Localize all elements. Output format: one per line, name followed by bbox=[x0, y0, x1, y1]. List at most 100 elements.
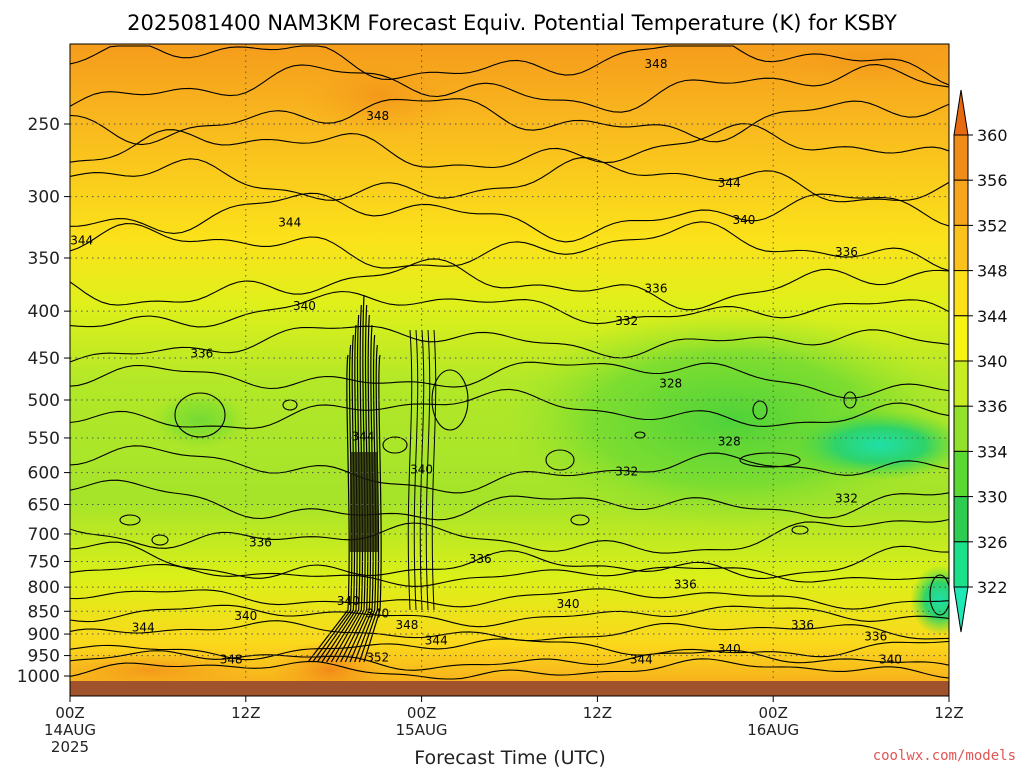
contour-label: 352 bbox=[366, 651, 389, 665]
contour-oval bbox=[570, 514, 590, 526]
y-tick-label: 550 bbox=[28, 429, 60, 449]
y-tick-label: 250 bbox=[28, 115, 60, 135]
contour-oval bbox=[752, 400, 768, 420]
colorbar-label: 330 bbox=[977, 488, 1008, 507]
credit-text: coolwx.com/models bbox=[873, 748, 1016, 764]
contour-label: 340 bbox=[732, 213, 755, 227]
contour-line bbox=[70, 604, 949, 628]
contour-label: 348 bbox=[645, 57, 668, 71]
y-tick-label: 850 bbox=[28, 602, 60, 622]
x-tick-label: 00Z bbox=[55, 704, 84, 722]
contour-line bbox=[70, 221, 949, 272]
chart-title: 2025081400 NAM3KM Forecast Equiv. Potent… bbox=[127, 11, 897, 35]
colorbar-label: 352 bbox=[977, 216, 1008, 235]
contour-line bbox=[70, 290, 949, 328]
contour-label: 336 bbox=[190, 347, 213, 361]
contour-label: 344 bbox=[132, 620, 155, 634]
contour-labels: 348 348 344 344 344 340 340 336 336 336 332 328 328 3… bbox=[70, 57, 902, 667]
contour-line bbox=[431, 329, 437, 611]
colorbar-segment bbox=[953, 360, 969, 407]
colorbar: 360 356 352 348 344 340 336 334 330 326 322 bbox=[953, 89, 1008, 633]
contour-line bbox=[70, 658, 949, 680]
colorbar-segment bbox=[953, 541, 969, 588]
contour-oval bbox=[382, 436, 408, 454]
contour-label: 340 bbox=[366, 607, 389, 621]
contour-line bbox=[407, 329, 413, 611]
y-tick-label: 450 bbox=[28, 349, 60, 369]
contour-label: 340 bbox=[718, 642, 741, 656]
colorbar-segment bbox=[953, 450, 969, 498]
contour-label: 340 bbox=[410, 462, 433, 476]
contour-oval bbox=[174, 392, 226, 438]
contour-label: 336 bbox=[674, 578, 697, 592]
contour-line bbox=[70, 64, 949, 113]
contour-line bbox=[70, 361, 949, 399]
contour-line bbox=[70, 123, 949, 169]
contour-label: 332 bbox=[615, 464, 638, 478]
contour-oval bbox=[119, 514, 141, 526]
y-tick-label: 700 bbox=[28, 525, 60, 545]
contour-line bbox=[307, 354, 350, 663]
contour-line bbox=[70, 563, 949, 587]
contour-line bbox=[70, 445, 949, 494]
contour-label: 344 bbox=[718, 176, 741, 190]
colorbar-bottom-arrow bbox=[953, 586, 969, 633]
y-tick-label: 400 bbox=[28, 302, 60, 322]
contour-line bbox=[70, 325, 949, 363]
plot-frame bbox=[69, 43, 950, 697]
contour-label: 348 bbox=[220, 653, 243, 667]
colorbar-segment bbox=[953, 179, 969, 226]
contour-line bbox=[413, 329, 419, 611]
x-tick-label: 00Z bbox=[407, 704, 436, 722]
colorbar-segment bbox=[953, 270, 969, 317]
contour-label: 348 bbox=[366, 109, 389, 123]
colorbar-label: 326 bbox=[977, 533, 1008, 552]
colorbar-segment bbox=[953, 405, 969, 452]
contour-oval bbox=[431, 369, 469, 431]
contour-line bbox=[70, 479, 949, 521]
x-tick-date: 16AUG bbox=[747, 721, 799, 739]
contour-label: 336 bbox=[835, 245, 858, 259]
colorbar-label: 348 bbox=[977, 262, 1008, 281]
contour-label: 332 bbox=[615, 314, 638, 328]
colorbar-segment bbox=[953, 224, 969, 272]
contour-line bbox=[70, 541, 949, 580]
contour-oval bbox=[843, 391, 857, 409]
y-tick-label: 500 bbox=[28, 391, 60, 411]
contour-oval bbox=[929, 574, 949, 616]
contour-line bbox=[70, 638, 949, 661]
contour-label: 336 bbox=[791, 618, 814, 632]
contour-line bbox=[70, 192, 949, 243]
colorbar-label: 340 bbox=[977, 352, 1008, 371]
x-tick-label: 12Z bbox=[583, 704, 612, 722]
contour-line bbox=[70, 157, 949, 203]
colorbar-segment bbox=[953, 496, 969, 543]
contour-line bbox=[70, 45, 949, 86]
x-tick-date: 15AUG bbox=[396, 721, 448, 739]
contour-label: 348 bbox=[395, 618, 418, 632]
contour-label: 344 bbox=[425, 634, 448, 648]
contour-line bbox=[70, 98, 949, 146]
contour-label: 336 bbox=[864, 629, 887, 643]
y-axis: 250 300 350 400 450 500 550 600 650 700 750 800 850 9… bbox=[17, 115, 70, 687]
contour-line bbox=[419, 329, 425, 611]
contour-label: 340 bbox=[337, 594, 360, 608]
contour-label: 340 bbox=[234, 609, 257, 623]
dense-contour-core bbox=[350, 452, 378, 552]
contour-label: 344 bbox=[630, 653, 653, 667]
y-tick-label: 750 bbox=[28, 552, 60, 572]
contour-oval bbox=[545, 449, 575, 471]
y-tick-label: 800 bbox=[28, 578, 60, 598]
contour-label: 344 bbox=[352, 430, 375, 444]
colorbar-label: 360 bbox=[977, 126, 1008, 145]
colorbar-segment bbox=[953, 315, 969, 362]
y-tick-label: 1000 bbox=[17, 667, 60, 687]
ground-band bbox=[70, 681, 949, 696]
x-axis-label: Forecast Time (UTC) bbox=[414, 747, 605, 768]
contour-line bbox=[425, 329, 431, 611]
contour-line bbox=[70, 649, 949, 671]
contour-label: 344 bbox=[70, 234, 93, 248]
colorbar-top-arrow bbox=[953, 89, 969, 136]
contour-line bbox=[70, 388, 949, 429]
x-tick-date: 14AUG bbox=[44, 721, 96, 739]
